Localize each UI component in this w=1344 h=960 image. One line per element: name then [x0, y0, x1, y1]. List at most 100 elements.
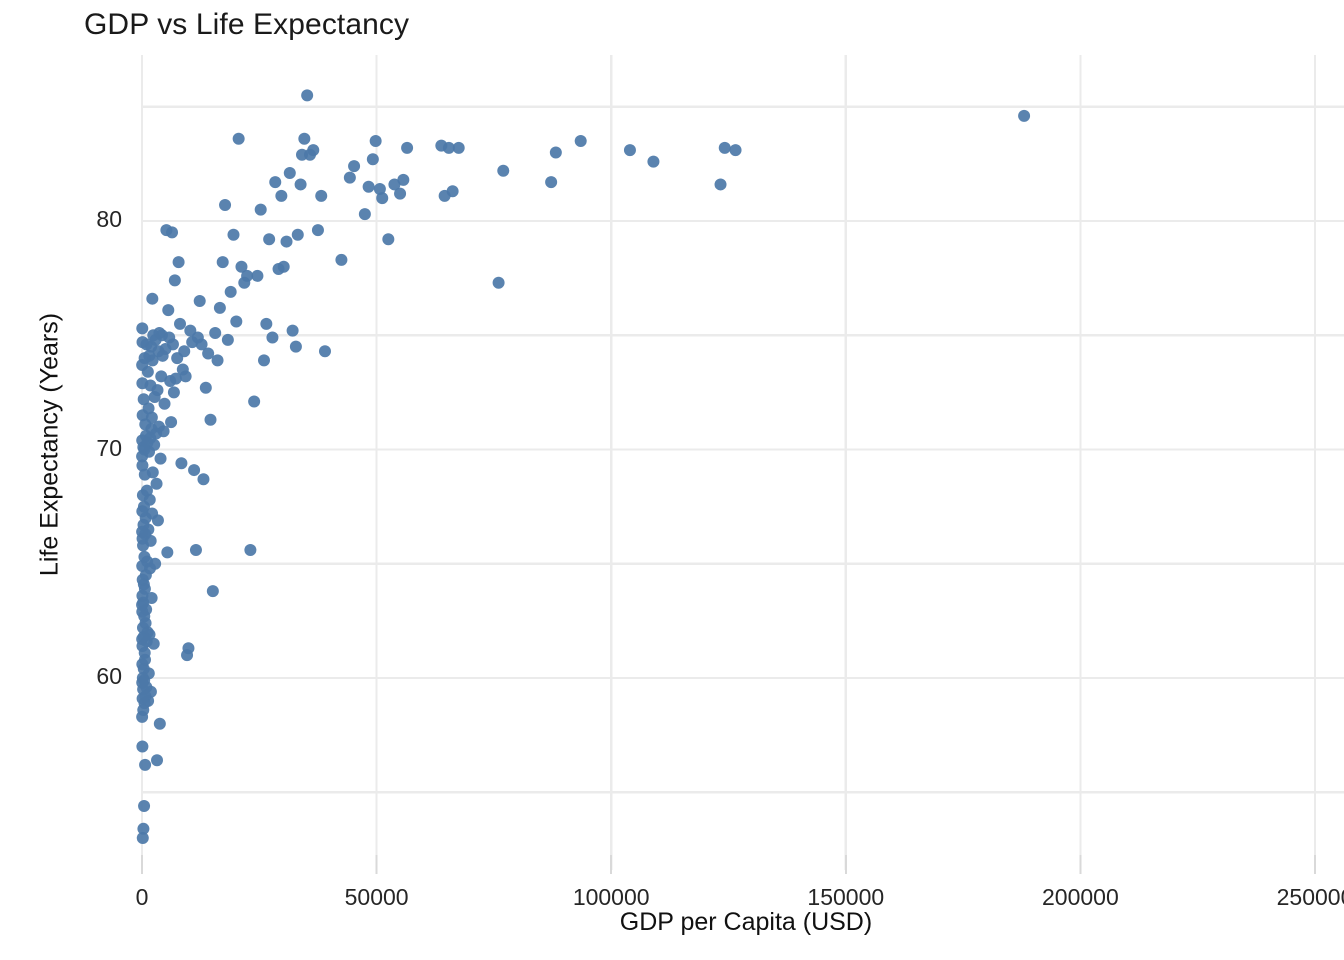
- data-point: [280, 235, 293, 248]
- data-point: [148, 390, 161, 403]
- data-point: [260, 317, 273, 330]
- data-point: [401, 141, 414, 154]
- data-point: [136, 598, 149, 611]
- data-point: [199, 381, 212, 394]
- data-point: [138, 799, 151, 812]
- data-point: [136, 322, 149, 335]
- data-point: [138, 468, 151, 481]
- data-point: [158, 397, 171, 410]
- data-point: [137, 822, 150, 835]
- data-point: [549, 146, 562, 159]
- data-point: [1018, 109, 1031, 122]
- data-point: [232, 132, 245, 145]
- data-point: [136, 459, 149, 472]
- data-point: [248, 395, 261, 408]
- data-point: [172, 256, 185, 269]
- data-point: [136, 377, 149, 390]
- data-point: [251, 269, 264, 282]
- data-point: [186, 336, 199, 349]
- data-point: [714, 178, 727, 191]
- data-point: [295, 148, 308, 161]
- data-point: [204, 413, 217, 426]
- data-point: [275, 189, 288, 202]
- y-axis-label-text: Life Expectancy (Years): [35, 312, 64, 577]
- data-point: [162, 304, 175, 317]
- x-tick-label: 250000: [1276, 884, 1344, 910]
- data-point: [136, 336, 149, 349]
- data-point: [221, 333, 234, 346]
- data-point: [155, 370, 168, 383]
- plot-area: [136, 55, 1344, 870]
- data-point: [358, 208, 371, 221]
- data-point: [219, 199, 232, 212]
- data-point: [165, 416, 178, 429]
- data-point: [136, 525, 149, 538]
- data-point: [175, 457, 188, 470]
- data-point: [171, 352, 184, 365]
- data-point: [438, 189, 451, 202]
- data-point: [147, 329, 160, 342]
- data-point: [369, 135, 382, 148]
- x-tick-label: 200000: [1042, 884, 1119, 910]
- chart-title: GDP vs Life Expectancy: [84, 8, 410, 41]
- data-point: [376, 192, 389, 205]
- data-point: [206, 585, 219, 598]
- data-point: [647, 155, 660, 168]
- data-point: [373, 183, 386, 196]
- data-point: [136, 409, 149, 422]
- data-point: [366, 153, 379, 166]
- data-point: [298, 132, 311, 145]
- data-point: [146, 292, 159, 305]
- data-point: [136, 358, 149, 371]
- data-point: [213, 301, 226, 314]
- data-point: [167, 386, 180, 399]
- data-point: [254, 203, 267, 216]
- data-point: [211, 354, 224, 367]
- data-point: [291, 228, 304, 241]
- data-point: [348, 160, 361, 173]
- data-point: [492, 276, 505, 289]
- data-point: [545, 176, 558, 189]
- data-point: [197, 473, 210, 486]
- data-point: [161, 546, 174, 559]
- data-point: [160, 224, 173, 237]
- data-point: [136, 505, 149, 518]
- data-point: [729, 144, 742, 157]
- data-point: [452, 141, 465, 154]
- data-point: [574, 135, 587, 148]
- x-tick-label: 0: [135, 884, 149, 910]
- data-point: [189, 544, 202, 557]
- data-point: [136, 740, 149, 753]
- data-point: [137, 393, 150, 406]
- data-point: [136, 450, 149, 463]
- data-point: [362, 180, 375, 193]
- data-point: [394, 187, 407, 200]
- y-tick-label: 80: [96, 206, 122, 232]
- x-axis-label-text: GDP per Capita (USD): [619, 908, 873, 936]
- y-axis-label: Life Expectancy (Years): [36, 95, 65, 795]
- data-point: [188, 464, 201, 477]
- y-tick-label: 60: [96, 663, 122, 689]
- data-point: [301, 89, 314, 102]
- data-point: [388, 178, 401, 191]
- data-point: [139, 758, 152, 771]
- data-point: [136, 621, 149, 634]
- data-point: [266, 331, 279, 344]
- x-axis-label: GDP per Capita (USD): [0, 908, 1344, 937]
- data-point: [718, 141, 731, 154]
- data-point: [286, 324, 299, 337]
- data-point: [209, 326, 222, 339]
- data-points-group: [136, 89, 1031, 844]
- data-point: [181, 649, 194, 662]
- data-point: [497, 164, 510, 177]
- scatter-plot-svg: [136, 55, 1344, 870]
- data-point: [151, 754, 164, 767]
- data-point: [164, 374, 177, 387]
- data-point: [238, 276, 251, 289]
- data-point: [136, 710, 149, 723]
- data-point: [315, 189, 328, 202]
- data-point: [150, 477, 163, 490]
- data-point: [235, 260, 248, 273]
- data-point: [272, 262, 285, 275]
- data-point: [136, 589, 149, 602]
